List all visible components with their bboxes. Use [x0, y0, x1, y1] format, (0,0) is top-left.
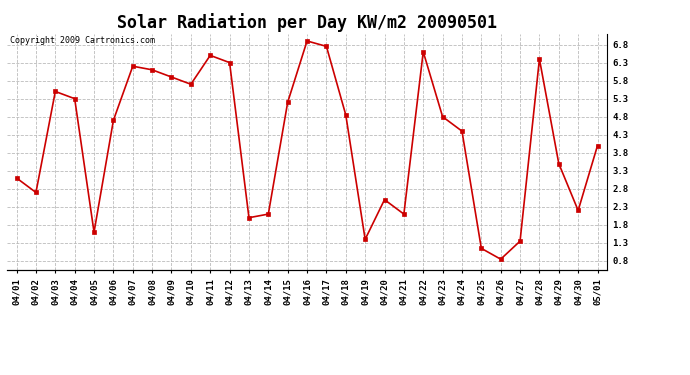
Text: Copyright 2009 Cartronics.com: Copyright 2009 Cartronics.com [10, 36, 155, 45]
Title: Solar Radiation per Day KW/m2 20090501: Solar Radiation per Day KW/m2 20090501 [117, 13, 497, 32]
